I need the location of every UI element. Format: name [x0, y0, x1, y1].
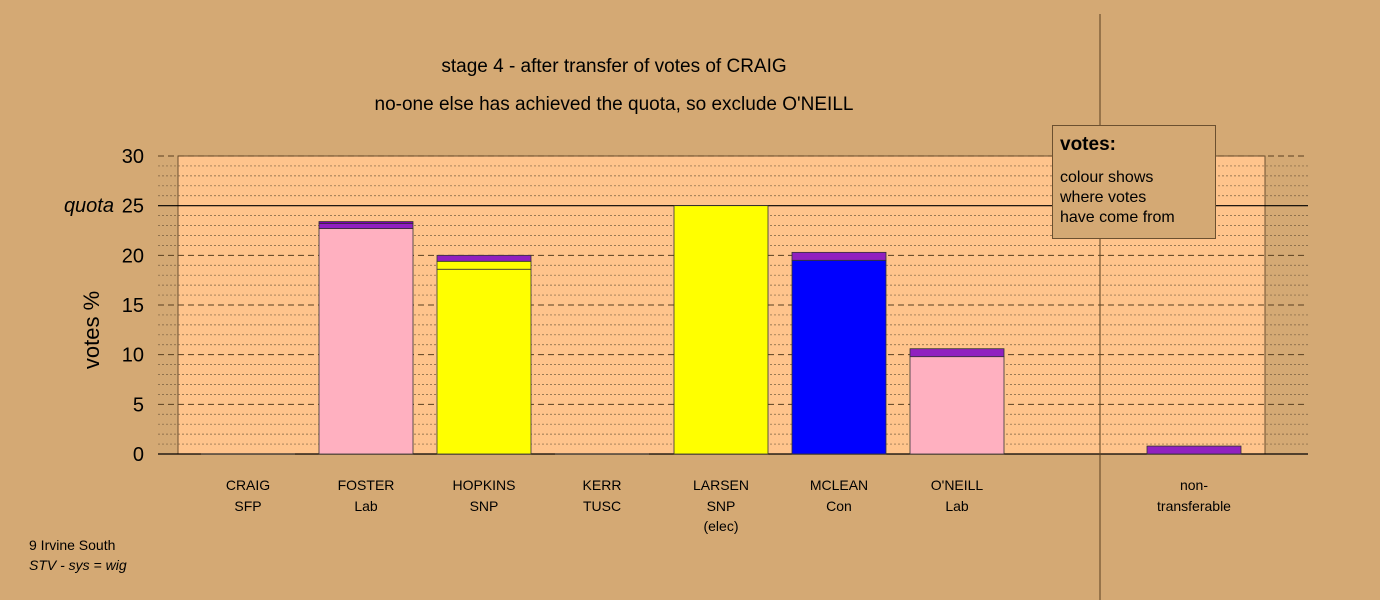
x-label-name: HOPKINS [452, 477, 515, 493]
x-label-party: Con [826, 498, 852, 514]
legend-line-3: have come from [1060, 209, 1175, 226]
x-label-party: TUSC [583, 498, 621, 514]
bar-segment [318, 221, 414, 224]
y-tick-label: 15 [122, 295, 144, 317]
ward-name: 9 Irvine South [29, 537, 116, 553]
bar-segment [791, 259, 887, 455]
footer: 9 Irvine South STV - sys = wig [29, 535, 127, 575]
y-tick-label: 5 [133, 394, 144, 416]
x-label-name: O'NEILL [931, 477, 984, 493]
y-axis: 0 5 10 15 20 25 30 [122, 146, 144, 466]
x-axis-labels: CRAIG SFP FOSTER Lab HOPKINS SNP KERR TUSC LARSE… [226, 477, 984, 534]
y-axis-label: votes % [79, 291, 104, 369]
x-label-name: KERR [583, 477, 622, 493]
bar-segment [436, 268, 532, 455]
bars [201, 205, 1242, 455]
x-label-name: MCLEAN [810, 477, 868, 493]
legend: votes: colour shows where votes have com… [1052, 125, 1216, 239]
y-tick-label: 30 [122, 146, 144, 168]
x-label-party: SNP [470, 498, 499, 514]
nontransferable-label-line2: transferable [1157, 498, 1231, 514]
chart-subtitle: no-one else has achieved the quota, so e… [375, 94, 854, 115]
x-label-party: SFP [234, 498, 261, 514]
y-tick-label: 0 [133, 444, 144, 466]
x-label-party: SNP [707, 498, 736, 514]
bar-segment [673, 205, 769, 455]
bar-segment [909, 356, 1005, 455]
x-label-party: Lab [354, 498, 378, 514]
bar-segment [436, 254, 532, 262]
x-label-name: CRAIG [226, 477, 270, 493]
bar-segment [909, 348, 1005, 358]
x-label-party: Lab [945, 498, 969, 514]
y-tick-label: 20 [122, 245, 144, 267]
bar-segment [1146, 445, 1242, 455]
bar-segment [318, 228, 414, 455]
bar-segment [318, 223, 414, 229]
y-tick-label: 25 [122, 196, 144, 218]
legend-line-2: where votes [1060, 189, 1147, 206]
x-label-name: LARSEN [693, 477, 749, 493]
x-label-note: (elec) [703, 518, 738, 534]
legend-line-1: colour shows [1060, 169, 1154, 186]
chart-title: stage 4 - after transfer of votes of CRA… [441, 56, 786, 77]
bar-segment [791, 251, 887, 261]
bar-segment [436, 260, 532, 270]
nontransferable-label-line1: non- [1180, 477, 1208, 493]
legend-title: votes: [1060, 134, 1116, 155]
voting-system: STV - sys = wig [29, 557, 127, 573]
quota-label: quota [64, 195, 114, 217]
y-tick-label: 10 [122, 345, 144, 367]
x-label-name: FOSTER [338, 477, 395, 493]
